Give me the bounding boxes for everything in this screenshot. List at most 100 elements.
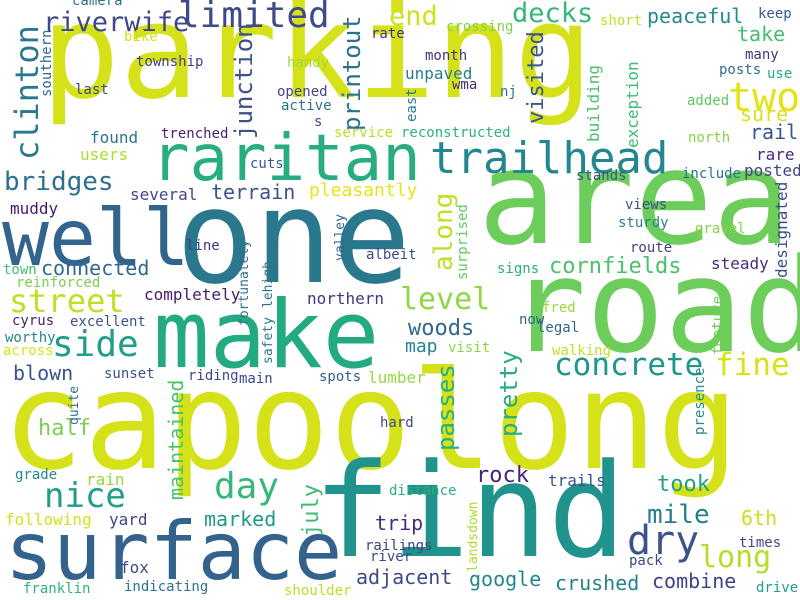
word-adjacent: adjacent [356,565,453,589]
word-handy: handy [287,55,330,71]
word-junction: junction [230,23,258,139]
word-following: following [5,510,92,529]
word-yard: yard [109,510,148,529]
word-pack: pack [629,553,663,569]
word-marked: marked [204,507,277,531]
word-keep: keep [758,6,792,22]
word-riverwife: riverwife [43,7,190,38]
word-include: include [682,166,742,182]
word-street: street [9,282,125,320]
word-active: active [281,98,332,114]
word-muddy: muddy [10,199,59,218]
word-crushed: crushed [555,571,640,595]
word-service: service [334,125,394,141]
word-sunset: sunset [104,366,155,382]
word-lehigh: lehigh [261,261,276,308]
word-added: added [687,93,730,109]
word-users: users [80,145,129,164]
word-google: google [469,567,542,591]
word-posted: posted [744,161,800,180]
word-landsdown: landsdown [466,501,481,572]
word-quite: quite [67,385,82,425]
word-surprised: surprised [455,204,471,280]
word-township: township [136,54,204,70]
word-one: one [176,161,411,313]
word-route: route [630,240,673,256]
word-grade: grade [15,467,58,483]
word-steady: steady [711,254,769,273]
word-dry: dry [627,518,700,564]
word-rate: rate [371,26,405,42]
word-visit: visit [448,340,491,356]
word-capoolong: capoolong [2,343,739,501]
word-legal: legal [537,320,580,336]
word-found: found [90,128,139,147]
word-building: building [584,64,603,142]
word-along: along [429,192,459,271]
word-feature: feature [710,295,726,355]
word-mile: mile [647,500,710,530]
word-several: several [130,185,198,204]
word-northern: northern [307,289,385,308]
word-river: river [370,549,413,565]
word-rain: rain [86,470,125,489]
word-decks: decks [512,0,594,29]
word-month: month [425,48,468,64]
word-distance: distance [389,483,457,499]
word-albeit: albeit [366,247,417,263]
word-franklin: franklin [23,581,91,597]
word-stands: stands [576,168,627,184]
word-pleasantly: pleasantly [309,180,418,201]
word-bridges: bridges [4,167,114,197]
word-long: long [699,540,772,575]
word-use: use [767,66,793,82]
word-views: views [625,197,668,213]
word-day: day [214,466,280,507]
word-riding: riding [188,368,239,384]
word-cornfields: cornfields [549,254,682,279]
word-fortunately: fortunately [237,239,252,326]
word-two: two [728,75,800,121]
word-designated: designated [772,181,791,278]
word-trenched: trenched [161,126,229,142]
word-connected: connected [41,256,150,280]
word-nj: nj [500,84,517,100]
word-reinforced: reinforced [16,275,101,291]
word-excellent: excellent [70,314,146,330]
word-southern: southern [39,29,55,97]
word-pretty: pretty [495,350,523,437]
word-cyrus: cyrus [12,313,55,329]
word-fox: fox [120,558,149,577]
word-indicating: indicating [124,579,209,595]
word-limited: limited [178,0,330,36]
word-opened: opened [277,84,328,100]
word-worthy: worthy [5,330,56,346]
word-fine: fine [715,347,790,383]
word-maintained: maintained [164,379,188,500]
word-fred: fred [542,300,576,316]
word-concrete: concrete [554,347,704,383]
word-sure: sure [740,102,789,126]
word-last: last [75,82,109,98]
word-lumber: lumber [368,368,426,387]
word-railings: railings [365,538,433,554]
word-take: take [737,22,786,46]
word-rail: rail [750,120,799,144]
word-side: side [52,324,139,365]
word-passes: passes [432,364,460,451]
word-unpaved: unpaved [405,64,473,83]
word-map: map [405,336,438,357]
word-6th: 6th [741,506,778,530]
word-reconstructed: reconstructed [401,125,511,141]
word-s: s [314,114,323,130]
word-terrain: terrain [211,180,296,204]
word-area: area [478,122,792,274]
word-blown: blown [13,361,74,385]
word-peaceful: peaceful [647,4,744,28]
word-make: make [153,281,380,390]
word-crossing: crossing [446,19,514,35]
word-rare: rare [756,145,795,164]
word-nice: nice [44,476,126,516]
word-camera: camera [72,0,123,9]
